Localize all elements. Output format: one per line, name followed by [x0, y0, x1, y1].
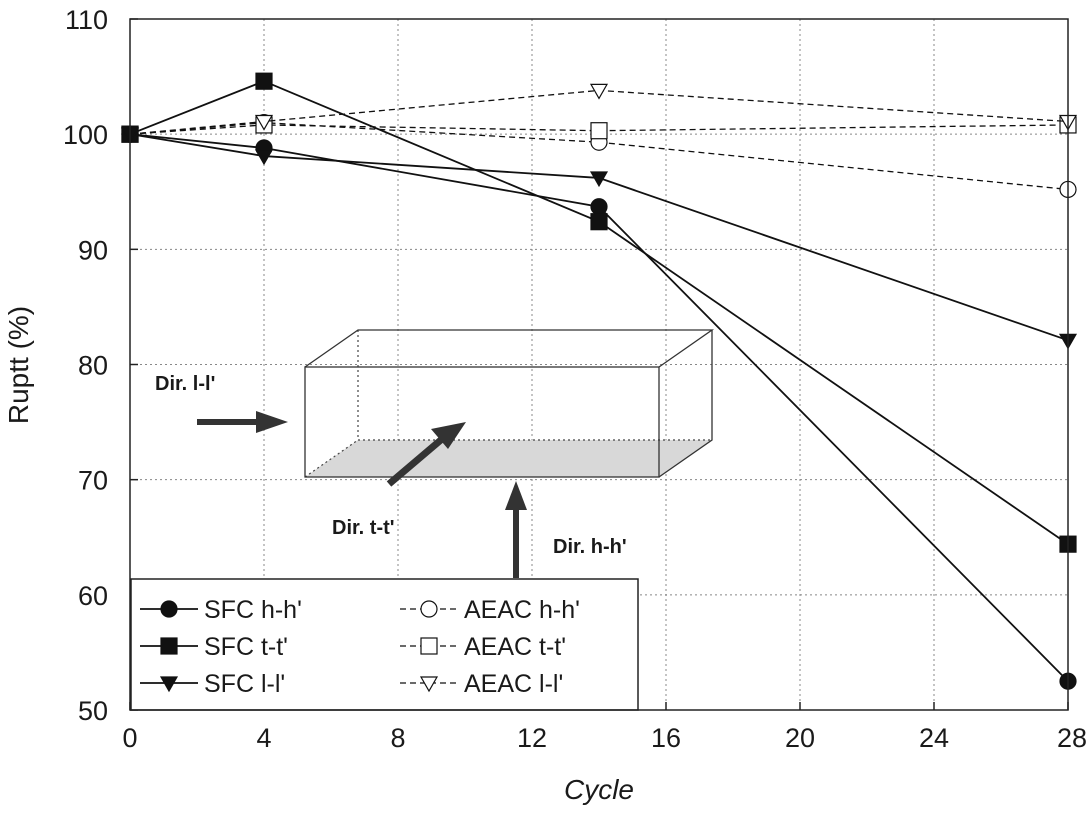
legend-label-aeac-h-h: AEAC h-h'	[464, 596, 580, 624]
point-sfc-l-l	[589, 171, 609, 188]
point-aeac-t-t	[590, 122, 608, 140]
series-line-sfc-l-l	[129, 133, 1069, 342]
y-tick-label: 80	[78, 351, 108, 381]
series-line-aeac-l-l	[129, 89, 1069, 135]
y-tick-label: 110	[65, 5, 108, 35]
legend-marker-sfc-l-l	[159, 676, 179, 693]
x-tick-label: 24	[919, 723, 949, 753]
inset-diagram: Dir. l-l' Dir. t-t' Dir. h-h'	[155, 329, 715, 578]
annotation-dir-h: Dir. h-h'	[553, 536, 627, 558]
point-sfc-l-l	[254, 149, 274, 166]
y-tick-label: 60	[78, 581, 108, 611]
x-tick-label: 0	[122, 723, 137, 753]
y-tick-label: 100	[63, 120, 108, 150]
point-sfc-h-h	[590, 198, 608, 216]
x-tick-label: 4	[256, 723, 271, 753]
x-axis-title: Cycle	[564, 774, 634, 805]
point-aeac-l-l	[589, 83, 609, 100]
x-tick-label: 28	[1057, 723, 1087, 753]
point-sfc-t-t	[590, 213, 608, 231]
legend: SFC h-h' SFC t-t' SFC l-l' AEAC h-h' AEAC t-…	[130, 578, 639, 711]
tick-labels: 0 4 8 12 16 20 24 28 50 60 70 80 90 100 110	[63, 5, 1087, 753]
plot-frame	[129, 18, 1069, 711]
y-tick-label: 90	[78, 235, 108, 265]
x-tick-label: 20	[785, 723, 815, 753]
x-tick-label: 16	[651, 723, 681, 753]
arrow-h-head	[505, 481, 527, 510]
series-line-sfc-h-h	[129, 133, 1069, 682]
legend-label-sfc-t-t: SFC t-t'	[204, 633, 288, 661]
legend-marker-aeac-h-h	[420, 600, 438, 618]
box-front-face	[304, 366, 660, 478]
legend-label-sfc-l-l: SFC l-l'	[204, 670, 285, 698]
box-right-face	[658, 330, 713, 478]
legend-label-aeac-l-l: AEAC l-l'	[464, 670, 563, 698]
box-top-face	[304, 329, 715, 368]
legend-marker-aeac-l-l	[419, 676, 439, 693]
series-line-sfc-t-t	[129, 80, 1069, 545]
arrow-t-head	[431, 422, 466, 449]
legend-label-sfc-h-h: SFC h-h'	[204, 596, 302, 624]
y-tick-label: 70	[78, 466, 108, 496]
x-tick-label: 8	[390, 723, 405, 753]
legend-box	[130, 578, 639, 711]
annotation-dir-t: Dir. t-t'	[332, 517, 395, 539]
x-tick-label: 12	[517, 723, 547, 753]
box-bottom-face	[305, 440, 712, 477]
series-lines	[120, 72, 1078, 690]
legend-label-aeac-t-t: AEAC t-t'	[464, 633, 566, 661]
arrow-l-head	[256, 411, 288, 433]
y-tick-label: 50	[78, 696, 108, 726]
legend-marker-aeac-t-t	[420, 637, 438, 655]
y-axis-title: Ruptt (%)	[3, 306, 34, 424]
point-aeac-l-l	[254, 114, 274, 131]
arrow-t-shaft	[386, 436, 445, 487]
series-line-aeac-t-t	[129, 124, 1069, 135]
legend-marker-sfc-h-h	[160, 600, 178, 618]
point-sfc-t-t	[255, 72, 273, 90]
series-line-aeac-h-h	[129, 121, 1069, 191]
legend-marker-sfc-t-t	[160, 637, 178, 655]
box-hidden-edge	[304, 439, 359, 478]
annotation-dir-l: Dir. l-l'	[155, 373, 215, 395]
